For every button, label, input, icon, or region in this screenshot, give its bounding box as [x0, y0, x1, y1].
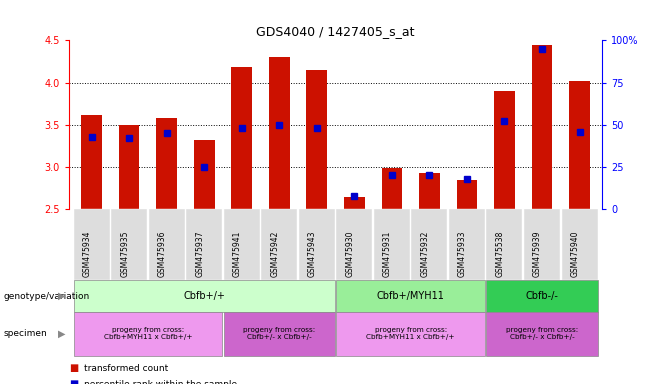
- Text: genotype/variation: genotype/variation: [3, 291, 89, 301]
- Text: GSM475937: GSM475937: [195, 230, 204, 277]
- Bar: [344, 197, 365, 209]
- Text: Cbfb+/+: Cbfb+/+: [184, 291, 225, 301]
- Text: GSM475930: GSM475930: [345, 230, 355, 277]
- Text: progeny from cross:
Cbfb+/- x Cbfb+/-: progeny from cross: Cbfb+/- x Cbfb+/-: [243, 328, 315, 340]
- Bar: [457, 180, 477, 209]
- Text: ▶: ▶: [59, 291, 66, 301]
- Text: GSM475942: GSM475942: [270, 230, 279, 277]
- Text: GSM475934: GSM475934: [83, 230, 91, 277]
- Text: GSM475941: GSM475941: [233, 230, 241, 277]
- Bar: [569, 81, 590, 209]
- Text: GSM475932: GSM475932: [420, 230, 430, 277]
- Bar: [532, 45, 552, 209]
- Text: GSM475538: GSM475538: [495, 230, 505, 277]
- Text: GSM475940: GSM475940: [570, 230, 580, 277]
- Bar: [232, 67, 252, 209]
- Bar: [382, 168, 402, 209]
- Bar: [307, 70, 327, 209]
- Text: progeny from cross:
Cbfb+MYH11 x Cbfb+/+: progeny from cross: Cbfb+MYH11 x Cbfb+/+: [104, 328, 192, 340]
- Text: percentile rank within the sample: percentile rank within the sample: [84, 380, 237, 384]
- Text: ■: ■: [69, 363, 78, 373]
- Text: GSM475933: GSM475933: [458, 230, 467, 277]
- Text: specimen: specimen: [3, 329, 47, 338]
- Text: GSM475939: GSM475939: [533, 230, 542, 277]
- Text: Cbfb-/-: Cbfb-/-: [526, 291, 559, 301]
- Bar: [494, 91, 515, 209]
- Text: GSM475935: GSM475935: [120, 230, 129, 277]
- Text: ▶: ▶: [59, 329, 66, 339]
- Text: Cbfb+/MYH11: Cbfb+/MYH11: [377, 291, 445, 301]
- Text: progeny from cross:
Cbfb+MYH11 x Cbfb+/+: progeny from cross: Cbfb+MYH11 x Cbfb+/+: [367, 328, 455, 340]
- Text: ■: ■: [69, 379, 78, 384]
- Text: progeny from cross:
Cbfb+/- x Cbfb+/-: progeny from cross: Cbfb+/- x Cbfb+/-: [506, 328, 578, 340]
- Bar: [82, 115, 102, 209]
- Bar: [194, 140, 215, 209]
- Bar: [419, 173, 440, 209]
- Bar: [269, 57, 290, 209]
- Text: GSM475943: GSM475943: [308, 230, 316, 277]
- Text: GSM475931: GSM475931: [383, 230, 392, 277]
- Bar: [119, 125, 139, 209]
- Bar: [157, 118, 177, 209]
- Text: GSM475936: GSM475936: [158, 230, 166, 277]
- Text: transformed count: transformed count: [84, 364, 168, 373]
- Title: GDS4040 / 1427405_s_at: GDS4040 / 1427405_s_at: [257, 25, 415, 38]
